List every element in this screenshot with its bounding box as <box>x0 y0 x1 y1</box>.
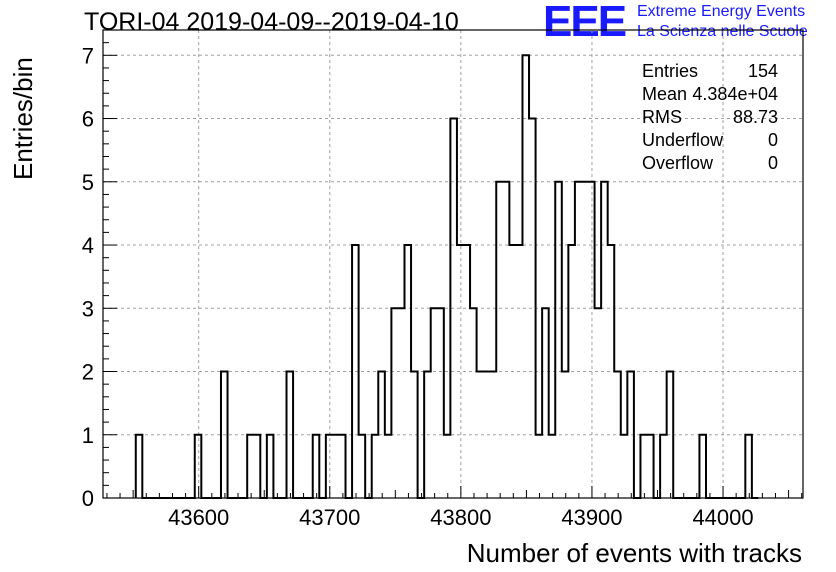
y-tick-label: 7 <box>82 43 94 68</box>
stats-value: 88.73 <box>733 107 778 127</box>
stats-label: Underflow <box>642 130 724 150</box>
y-tick-label: 5 <box>82 170 94 195</box>
histogram-bar <box>444 435 451 498</box>
histogram-bar <box>398 308 405 498</box>
stats-label: Mean <box>642 84 687 104</box>
y-tick-label: 1 <box>82 423 94 448</box>
stats-label: Entries <box>642 61 698 81</box>
eee-logo: EEE <box>543 0 627 46</box>
plot-frame <box>102 29 804 499</box>
x-tick-label: 44000 <box>692 505 753 530</box>
histogram-bar <box>332 435 339 498</box>
x-tick-label: 43600 <box>168 505 229 530</box>
y-tick-label: 6 <box>82 107 94 132</box>
chart-title: TORI-04 2019-04-09--2019-04-10 <box>84 8 459 36</box>
histogram-bar <box>595 308 602 498</box>
stats-label: RMS <box>642 107 682 127</box>
x-tick-label: 43800 <box>430 505 491 530</box>
x-axis-label: Number of events with tracks <box>466 538 802 568</box>
stats-value: 0 <box>768 130 778 150</box>
histogram-bar <box>536 435 543 498</box>
histogram-bar <box>581 182 588 498</box>
stats-label: Overflow <box>642 153 714 173</box>
y-tick-label: 3 <box>82 296 94 321</box>
histogram-bar <box>549 435 556 498</box>
logo-line-1: Extreme Energy Events <box>637 3 806 20</box>
x-tick-label: 43700 <box>299 505 360 530</box>
y-tick-label: 0 <box>82 486 94 511</box>
logo-caption: Extreme Energy Events La Scienza nelle S… <box>637 2 808 42</box>
histogram-bar <box>621 435 628 498</box>
histogram-outline <box>134 54 759 499</box>
x-tick-label: 43900 <box>561 505 622 530</box>
y-tick-label: 4 <box>82 233 94 258</box>
logo-line-2: La Scienza nelle Scuole <box>637 23 808 40</box>
stats-value: 4.384e+04 <box>692 84 778 104</box>
stats-value: 0 <box>768 153 778 173</box>
histogram-bar <box>385 435 392 498</box>
y-tick-label: 2 <box>82 360 94 385</box>
stats-value: 154 <box>748 61 778 81</box>
